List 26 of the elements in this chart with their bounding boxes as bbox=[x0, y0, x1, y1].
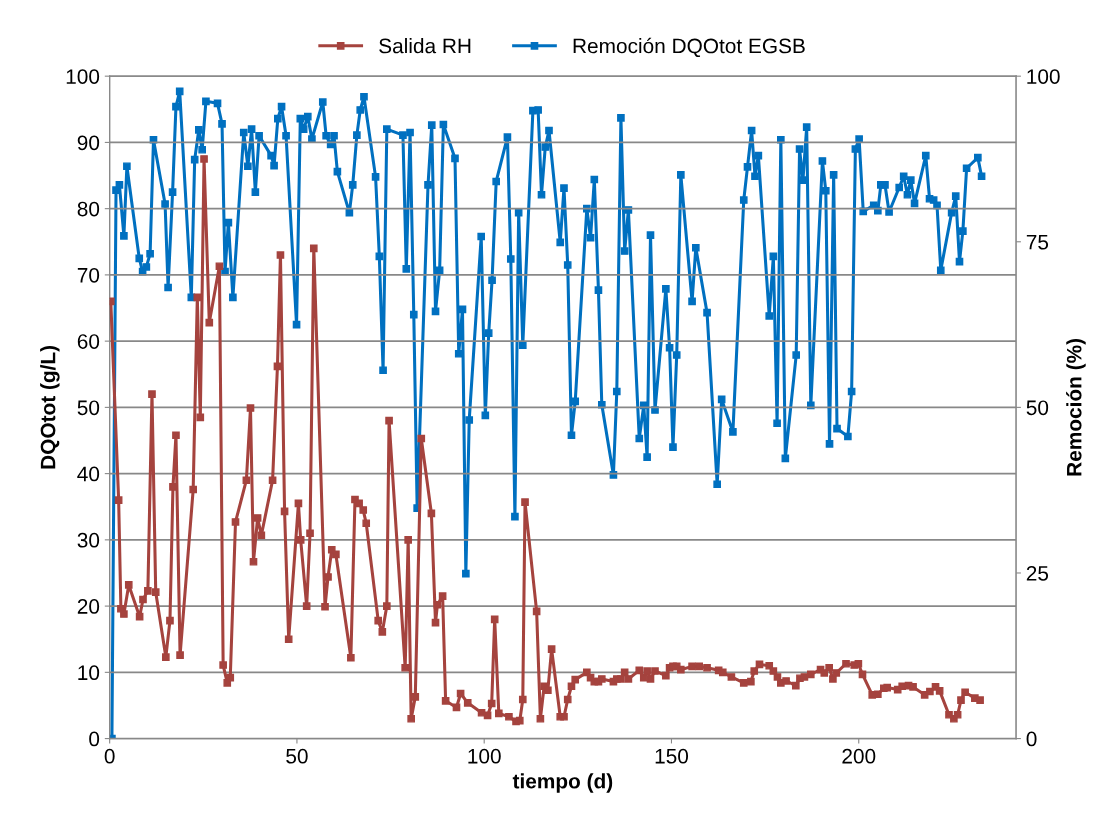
x-tick-label: 150 bbox=[655, 748, 689, 764]
y-tick-label: 100 bbox=[66, 69, 100, 84]
legend-label: Salida RH bbox=[379, 38, 471, 54]
x-tick-label: 100 bbox=[468, 748, 501, 764]
y-tick-label: 10 bbox=[78, 665, 100, 681]
x-tick-label: 200 bbox=[842, 748, 876, 764]
y-tick-label: 40 bbox=[77, 466, 100, 482]
legend-label: Remoción DQOtot EGSB bbox=[573, 37, 805, 58]
y-tick-label: 70 bbox=[77, 267, 100, 283]
y2-tick-label: 0 bbox=[1026, 731, 1037, 747]
y2-tick-label: 25 bbox=[1026, 565, 1049, 581]
y-axis-title: DQOtot (g/L) bbox=[40, 345, 60, 469]
x-axis-title: tiempo (d) bbox=[512, 773, 613, 793]
y2-tick-label: 75 bbox=[1026, 234, 1049, 250]
y2-tick-label: 50 bbox=[1026, 400, 1049, 416]
y-tick-label: 60 bbox=[77, 334, 100, 349]
y-tick-label: 30 bbox=[77, 532, 100, 548]
y2-tick-label: 100 bbox=[1027, 69, 1060, 84]
y-tick-label: 0 bbox=[89, 731, 100, 747]
y2-axis-title: Remoción (%) bbox=[1066, 338, 1086, 476]
y-tick-label: 90 bbox=[77, 135, 100, 151]
x-tick-label: 0 bbox=[104, 748, 115, 764]
y-tick-label: 80 bbox=[77, 201, 100, 217]
y-tick-label: 50 bbox=[77, 400, 100, 416]
x-tick-label: 50 bbox=[286, 748, 308, 764]
y-tick-label: 20 bbox=[77, 599, 100, 614]
